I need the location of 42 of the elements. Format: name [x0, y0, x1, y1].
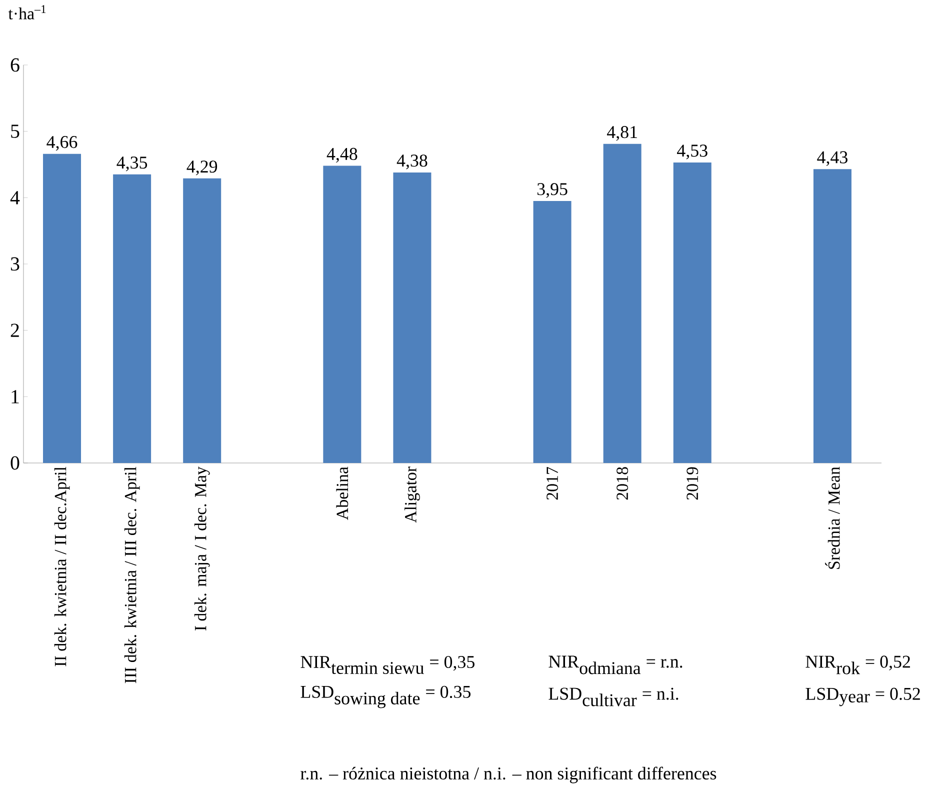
y-tick-label: 3 — [10, 257, 20, 271]
bar — [673, 162, 712, 463]
x-tick-label: 2019 — [686, 467, 698, 500]
x-tick-label: Aligator — [404, 466, 420, 523]
text: $\textrm{LSD}_{\textrm{sowing date}}\textrm{ = 0.35}$ — [300, 686, 471, 708]
x-tick-label: II dek. kwietnia / II dec.April — [54, 466, 70, 666]
text: $\textrm{NIR}_{\textrm{rok}}\textrm{ = 0,52}$ — [806, 656, 910, 674]
y-axis-title: t·ha$^{–1}$ — [8, 5, 46, 20]
data-label: 4,48 — [326, 148, 358, 163]
x-tick-label: I dek. maja / I dec. May — [194, 466, 210, 630]
y-tick-label: 6 — [10, 58, 20, 72]
bar — [603, 144, 642, 463]
text: $\textrm{LSD}_{\textrm{year}}\textrm{ = 0.52}$ — [806, 688, 920, 706]
bar — [533, 200, 572, 463]
x-tick-label: Abelina — [336, 466, 348, 520]
y-tick-label: 5 — [11, 124, 20, 138]
bar — [813, 169, 852, 463]
text: $\textrm{NIR}_{\textrm{termin siewu}}\textrm{ = 0,35}$ — [300, 656, 474, 674]
x-tick-label: 2017 — [546, 466, 558, 500]
data-label: 4,66 — [46, 136, 78, 151]
data-label: 4,38 — [396, 154, 428, 170]
text: $\textrm{NIR}_{\textrm{odmiana}}\textrm{ = r.n.}$ — [548, 656, 682, 674]
bar — [43, 154, 82, 463]
y-tick-label: 4 — [10, 191, 20, 204]
x-tick-label: III dek. kwietnia / III dec. April — [124, 466, 140, 684]
data-label: 4,29 — [186, 160, 218, 176]
data-label: 4,35 — [116, 156, 148, 172]
bar — [323, 166, 362, 463]
y-tick-label: 1 — [12, 390, 19, 404]
bar — [393, 172, 432, 463]
text: $\textrm{LSD}_{\textrm{cultivar}}\textrm{ = n.i.}$ — [548, 688, 678, 706]
bar — [183, 178, 222, 463]
data-label: 4,43 — [817, 151, 848, 166]
y-tick-label: 2 — [10, 324, 19, 337]
x-tick-label: Średnia / Mean — [825, 466, 840, 569]
y-tick-label: 0 — [10, 456, 20, 470]
bar — [113, 174, 152, 463]
x-tick-label: 2018 — [616, 467, 628, 500]
text: r.n. – różnica nieistotna / n.i. – non significant differences — [300, 766, 716, 784]
data-label: 4,53 — [677, 144, 708, 160]
data-label: 3,95 — [537, 183, 568, 198]
data-label: 4,81 — [606, 126, 637, 141]
